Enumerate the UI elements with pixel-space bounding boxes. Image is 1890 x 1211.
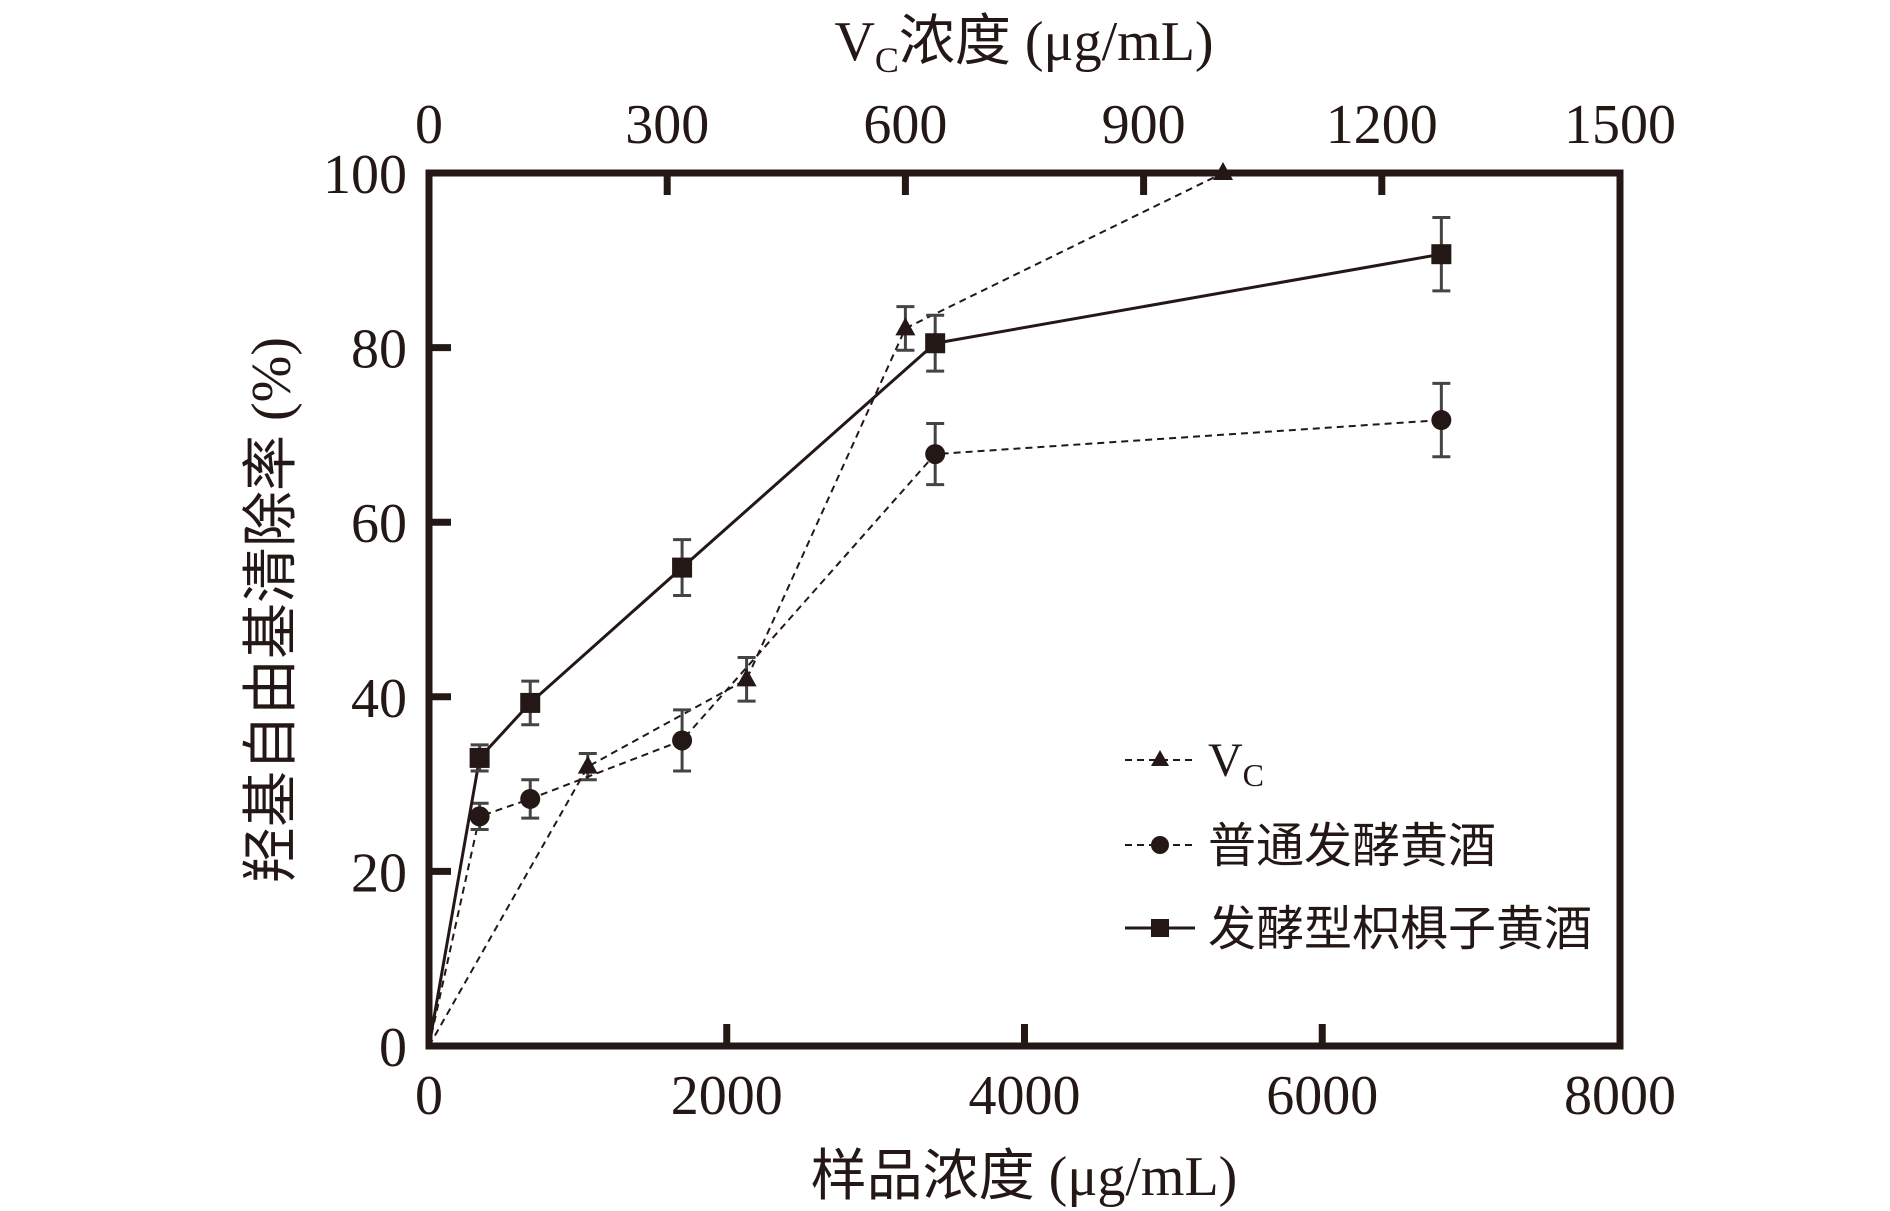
data-point — [895, 317, 916, 336]
axes: 0 2000 4000 6000 8000 0 300 600 900 1200 1500 0 20 40… — [323, 94, 1676, 1127]
y-tick-label: 40 — [351, 668, 407, 730]
data-point — [672, 557, 693, 578]
x-bottom-tick-label: 4000 — [969, 1065, 1081, 1127]
svg-text:发酵型枳椇子黄酒: 发酵型枳椇子黄酒 — [1208, 903, 1592, 956]
series-line — [428, 419, 1442, 1047]
triangle-marker-icon — [1151, 750, 1169, 766]
x-axis-top-label: VC浓度 (μg/mL) — [834, 11, 1213, 80]
x-bottom-tick-label: 8000 — [1564, 1065, 1676, 1127]
data-marks — [427, 162, 1452, 1047]
x-top-tick-label: 1500 — [1564, 94, 1676, 156]
data-point — [577, 755, 598, 774]
circle-marker-icon — [1151, 836, 1169, 854]
y-tick-label: 0 — [379, 1017, 407, 1079]
data-point — [469, 806, 490, 827]
data-point — [736, 668, 757, 687]
y-tick-label: 100 — [323, 144, 407, 206]
legend-item-ordinary: 普通发酵黄酒 — [1125, 820, 1496, 873]
series-1 — [428, 381, 1452, 1047]
series-0 — [428, 162, 1233, 1047]
x-top-tick-label: 900 — [1102, 94, 1186, 156]
series-2 — [427, 216, 1452, 1047]
data-point — [1213, 162, 1233, 180]
data-point — [1431, 410, 1452, 431]
y-tick-label: 60 — [351, 493, 407, 555]
square-marker-icon — [1151, 919, 1169, 937]
data-point — [925, 444, 946, 465]
series-line — [428, 172, 1224, 1047]
data-point — [469, 747, 490, 768]
x-top-tick-label: 300 — [625, 94, 709, 156]
x-top-tick-label: 0 — [415, 94, 443, 156]
x-bottom-tick-label: 0 — [415, 1065, 443, 1127]
x-bottom-tick-label: 2000 — [671, 1065, 783, 1127]
data-point — [925, 333, 946, 354]
svg-text:普通发酵黄酒: 普通发酵黄酒 — [1208, 820, 1496, 873]
legend: VC 普通发酵黄酒 发酵型枳椇子黄酒 — [1125, 734, 1592, 956]
x-top-tick-label: 1200 — [1326, 94, 1438, 156]
legend-item-hovenia: 发酵型枳椇子黄酒 — [1125, 903, 1592, 956]
legend-item-vc: VC — [1125, 734, 1264, 793]
y-tick-label: 80 — [351, 319, 407, 381]
y-axis-label: 羟基自由基清除率 (%) — [241, 337, 303, 883]
y-tick-label: 20 — [351, 842, 407, 904]
data-point — [672, 730, 693, 751]
x-top-tick-label: 600 — [863, 94, 947, 156]
x-bottom-tick-label: 6000 — [1266, 1065, 1378, 1127]
data-point — [520, 788, 541, 809]
data-point — [520, 692, 541, 713]
series-line — [427, 252, 1442, 1047]
x-axis-bottom-label: 样品浓度 (μg/mL) — [811, 1146, 1238, 1208]
data-point — [1431, 244, 1452, 265]
svg-text:VC: VC — [1208, 734, 1264, 793]
